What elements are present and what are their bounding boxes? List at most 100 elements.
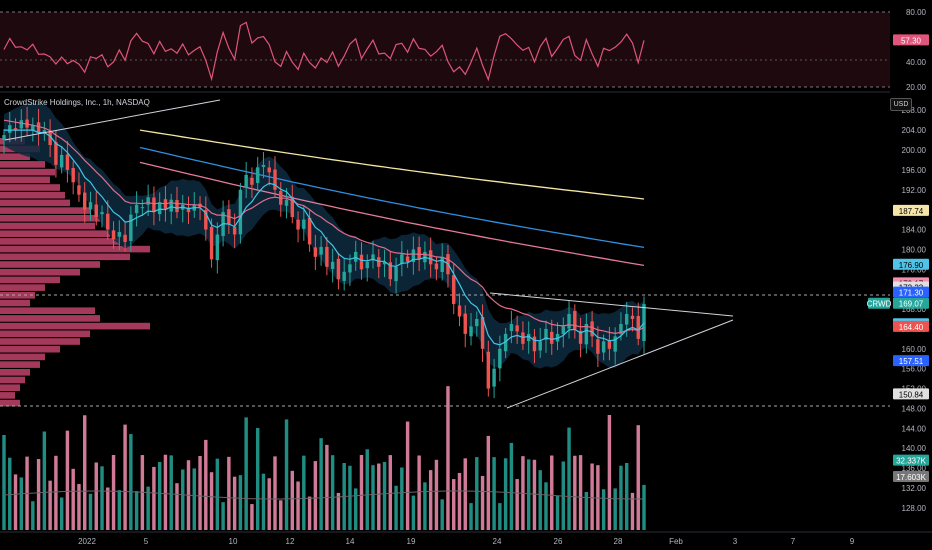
volume-bar: [31, 501, 35, 530]
candle-body: [175, 200, 179, 213]
volume-bar: [284, 419, 289, 530]
volume-bar: [319, 438, 323, 530]
rsi-value-label: 57.30: [901, 36, 922, 45]
candle-body: [521, 332, 525, 344]
candle-body: [613, 336, 617, 352]
price-axis-labels: 208.00204.00200.00196.00192.00188.00184.…: [902, 106, 927, 513]
time-tick: 28: [614, 537, 623, 546]
price-tag-label: 187.74: [899, 207, 924, 216]
volume-bar: [446, 386, 450, 530]
volume-bar: [244, 417, 248, 530]
candle-body: [284, 199, 289, 206]
volume-bar: [607, 415, 612, 530]
volume-bar: [515, 479, 519, 530]
candle-body: [405, 256, 410, 262]
triangle-lower[interactable]: [506, 319, 734, 409]
volume-bar: [163, 454, 168, 530]
price-tag: [893, 355, 929, 367]
volume-profile-row: [0, 184, 60, 191]
candle-body: [578, 330, 583, 344]
candle-body: [503, 333, 508, 352]
candle-body: [19, 120, 24, 129]
volume-bar: [573, 455, 577, 530]
currency-button[interactable]: USD: [890, 98, 912, 111]
volume-profile-row: [0, 238, 120, 245]
candle-body: [296, 219, 300, 230]
candle-body: [607, 340, 612, 349]
time-tick: 7: [791, 537, 796, 546]
symbol-header[interactable]: CrowdStrike Holdings, Inc., 1h, NASDAQ: [4, 98, 150, 107]
price-tags: 187.74176.90173.17172.33171.30164.93164.…: [867, 204, 929, 483]
volume-bar: [117, 490, 122, 530]
price-tick: 208.00: [902, 106, 927, 115]
volume-bar: [134, 491, 139, 530]
triangle-upper[interactable]: [489, 292, 734, 317]
candle-body: [336, 258, 341, 280]
candle-body: [526, 333, 531, 342]
candle-body: [36, 122, 41, 133]
volume-profile-row: [0, 299, 30, 307]
time-tick: 14: [346, 537, 355, 546]
candle-body: [342, 271, 346, 281]
candle-body: [544, 328, 548, 340]
candle-body: [209, 226, 214, 260]
candle-body: [377, 257, 381, 267]
candle-body: [100, 212, 104, 215]
candle-body: [411, 249, 416, 263]
candle-body: [302, 219, 306, 229]
price-tag-label: 32.337K: [896, 457, 926, 466]
candle-body: [630, 315, 635, 319]
volume-bar: [250, 504, 254, 530]
candle-body: [244, 174, 248, 188]
trendline-top-left[interactable]: [4, 99, 221, 141]
volume-bar: [365, 449, 369, 530]
time-tick: 2022: [78, 537, 96, 546]
volume-bar: [440, 499, 444, 530]
candle-body: [371, 254, 375, 261]
volume-bar: [77, 484, 81, 530]
time-tick: 12: [286, 537, 295, 546]
volume-bar: [71, 468, 75, 530]
symbol-tag: [868, 297, 890, 309]
volume-bar: [296, 481, 300, 530]
candle-body: [428, 250, 433, 265]
volume-bar: [377, 463, 381, 530]
time-axis: 2022 5 10 12 14 19 24 26 28 Feb 3 7 9: [78, 537, 855, 546]
volume-profile-row: [0, 376, 25, 384]
time-tick: 26: [554, 537, 563, 546]
volume-bar: [613, 488, 617, 530]
candle-body: [538, 341, 542, 351]
volume-bar: [371, 465, 375, 530]
volume-bar: [492, 457, 496, 530]
volume-bar: [417, 455, 421, 530]
candle-body: [619, 323, 623, 334]
candle-body: [624, 314, 629, 325]
volume-bar: [88, 493, 93, 530]
candle-body: [42, 130, 47, 134]
volume-bar: [273, 456, 277, 530]
volume-bar: [215, 458, 220, 530]
volume-bar: [2, 435, 6, 530]
symbol-tag-label: CRWD: [867, 300, 892, 309]
volume-bars: [2, 386, 646, 530]
last-price-tag: [893, 297, 929, 309]
candle-body: [330, 261, 335, 270]
candle-body: [463, 313, 467, 334]
volume-bar: [388, 455, 393, 530]
volume-bar: [330, 455, 335, 530]
volume-bar: [498, 503, 502, 530]
candle-body: [273, 169, 277, 190]
candle-body: [359, 254, 364, 270]
volume-bar: [486, 435, 491, 530]
volume-bar: [325, 444, 329, 530]
rsi-axis: 80.00 40.00 20.00 57.30: [893, 8, 929, 92]
candle-body: [469, 326, 473, 337]
candle-body: [215, 234, 220, 261]
volume-bar: [411, 495, 416, 530]
candle-body: [584, 323, 589, 345]
volume-profile-row: [0, 176, 50, 184]
volume-profile-row: [0, 315, 100, 322]
candle-body: [255, 167, 260, 183]
candle-body: [509, 323, 514, 331]
